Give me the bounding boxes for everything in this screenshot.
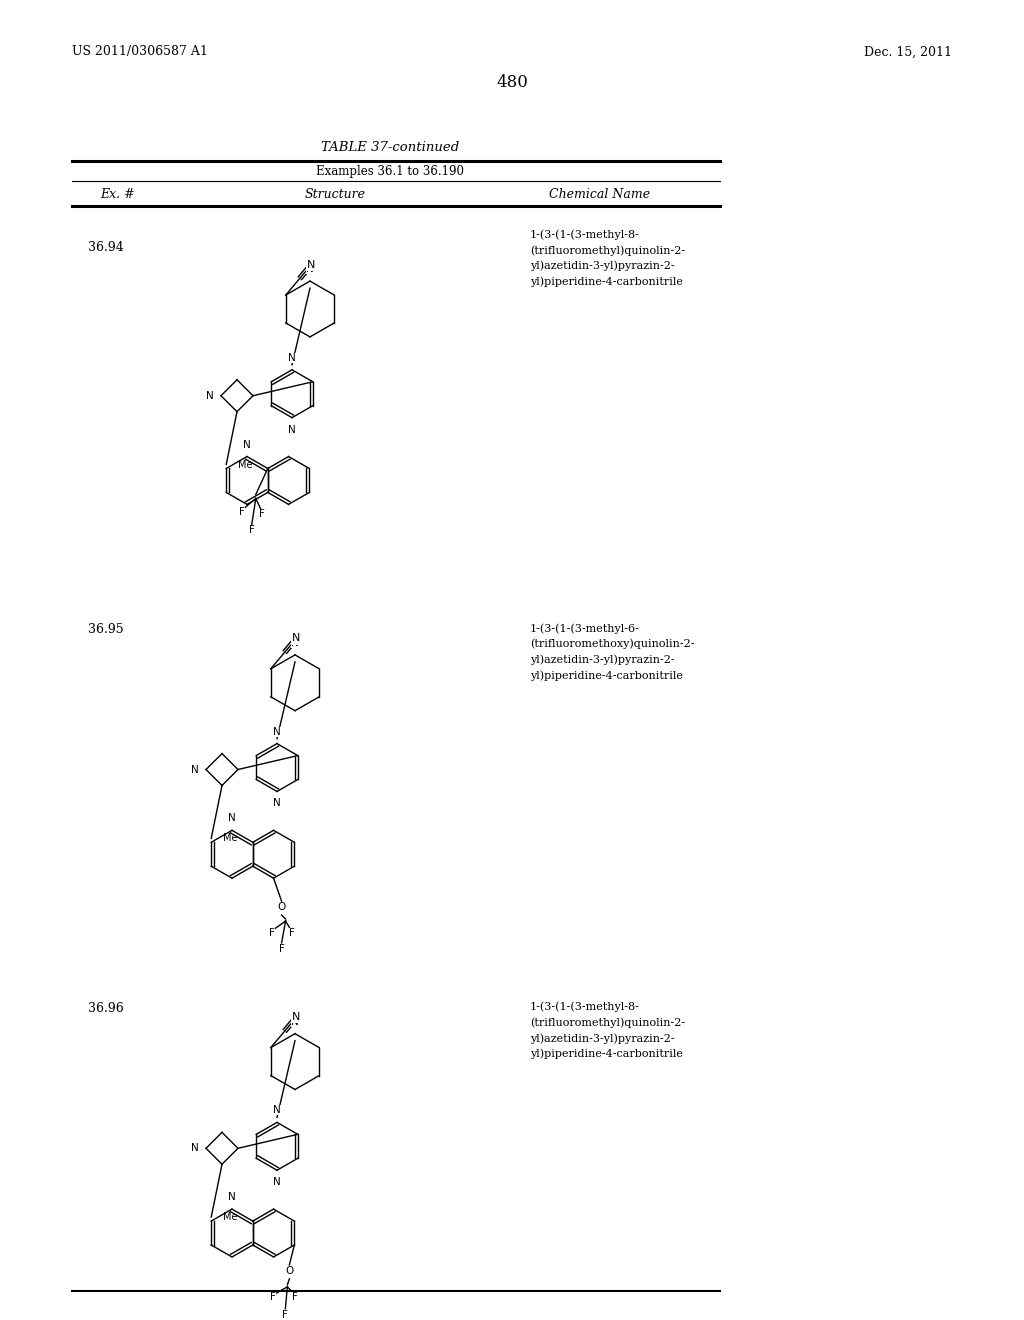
Text: 1-(3-(1-(3-methyl-6-
(trifluoromethoxy)quinolin-2-
yl)azetidin-3-yl)pyrazin-2-
y: 1-(3-(1-(3-methyl-6- (trifluoromethoxy)q…	[530, 623, 694, 681]
Text: N: N	[306, 264, 314, 275]
Text: US 2011/0306587 A1: US 2011/0306587 A1	[72, 45, 208, 58]
Text: F: F	[239, 507, 245, 517]
Text: 480: 480	[496, 74, 528, 91]
Text: N: N	[273, 726, 281, 737]
Text: Chemical Name: Chemical Name	[550, 187, 650, 201]
Text: Me: Me	[239, 459, 253, 470]
Text: N: N	[307, 260, 315, 269]
Text: F: F	[289, 928, 295, 939]
Text: Me: Me	[223, 1212, 238, 1222]
Text: N: N	[288, 425, 296, 434]
Text: TABLE 37-continued: TABLE 37-continued	[321, 141, 459, 154]
Text: Ex. #: Ex. #	[100, 187, 134, 201]
Text: O: O	[278, 902, 286, 912]
Text: N: N	[191, 764, 199, 775]
Text: N: N	[273, 1105, 281, 1115]
Text: N: N	[228, 1192, 236, 1203]
Text: N: N	[292, 634, 301, 643]
Text: F: F	[268, 928, 274, 939]
Text: N: N	[243, 440, 251, 450]
Text: 36.94: 36.94	[88, 242, 124, 255]
Text: N: N	[292, 1012, 301, 1022]
Text: Me: Me	[223, 833, 238, 843]
Text: N: N	[191, 1143, 199, 1154]
Text: N: N	[291, 1016, 299, 1027]
Text: N: N	[228, 813, 236, 824]
Text: N: N	[273, 799, 281, 808]
Text: F: F	[279, 944, 285, 954]
Text: 36.95: 36.95	[88, 623, 124, 636]
Text: N: N	[288, 352, 296, 363]
Text: O: O	[286, 1266, 294, 1276]
Text: F: F	[283, 1309, 289, 1320]
Text: Examples 36.1 to 36.190: Examples 36.1 to 36.190	[316, 165, 464, 178]
Text: 1-(3-(1-(3-methyl-8-
(trifluoromethyl)quinolin-2-
yl)azetidin-3-yl)pyrazin-2-
yl: 1-(3-(1-(3-methyl-8- (trifluoromethyl)qu…	[530, 230, 685, 286]
Text: N: N	[291, 638, 299, 648]
Text: F: F	[249, 525, 255, 536]
Text: N: N	[273, 1177, 281, 1187]
Text: 36.96: 36.96	[88, 1002, 124, 1015]
Text: Dec. 15, 2011: Dec. 15, 2011	[864, 45, 952, 58]
Text: 1-(3-(1-(3-methyl-8-
(trifluoromethyl)quinolin-2-
yl)azetidin-3-yl)pyrazin-2-
yl: 1-(3-(1-(3-methyl-8- (trifluoromethyl)qu…	[530, 1002, 685, 1060]
Text: N: N	[206, 391, 214, 401]
Text: F: F	[259, 510, 265, 519]
Text: F: F	[270, 1292, 276, 1302]
Text: Structure: Structure	[304, 187, 366, 201]
Text: F: F	[293, 1292, 298, 1302]
